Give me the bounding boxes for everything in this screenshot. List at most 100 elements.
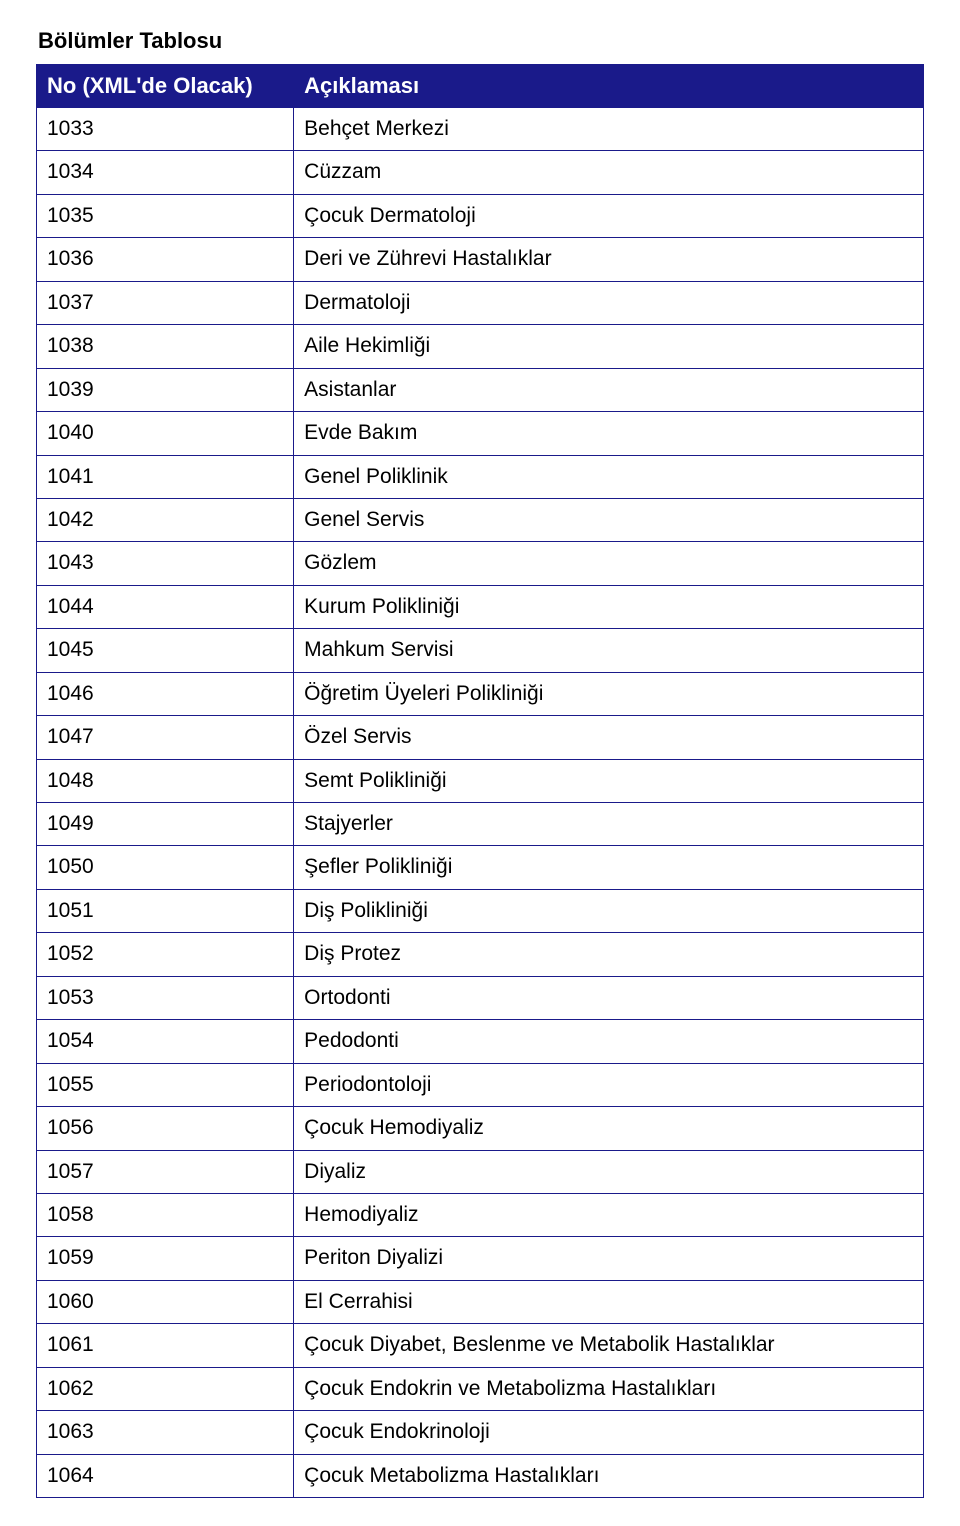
table-row: 1056Çocuk Hemodiyaliz — [37, 1107, 924, 1150]
table-body: 1033Behçet Merkezi1034Cüzzam1035Çocuk De… — [37, 108, 924, 1498]
cell-no: 1047 — [37, 716, 294, 759]
cell-desc: Çocuk Diyabet, Beslenme ve Metabolik Has… — [294, 1324, 924, 1367]
table-row: 1044Kurum Polikliniği — [37, 585, 924, 628]
cell-no: 1058 — [37, 1193, 294, 1236]
cell-desc: Şefler Polikliniği — [294, 846, 924, 889]
table-row: 1040Evde Bakım — [37, 412, 924, 455]
cell-desc: Stajyerler — [294, 803, 924, 846]
cell-desc: Periodontoloji — [294, 1063, 924, 1106]
cell-no: 1054 — [37, 1020, 294, 1063]
table-row: 1045Mahkum Servisi — [37, 629, 924, 672]
cell-no: 1042 — [37, 498, 294, 541]
table-row: 1043Gözlem — [37, 542, 924, 585]
cell-desc: Kurum Polikliniği — [294, 585, 924, 628]
cell-no: 1038 — [37, 325, 294, 368]
cell-no: 1041 — [37, 455, 294, 498]
table-row: 1039Asistanlar — [37, 368, 924, 411]
cell-no: 1033 — [37, 108, 294, 151]
cell-no: 1048 — [37, 759, 294, 802]
cell-no: 1049 — [37, 803, 294, 846]
cell-desc: Ortodonti — [294, 976, 924, 1019]
cell-no: 1060 — [37, 1280, 294, 1323]
table-row: 1042Genel Servis — [37, 498, 924, 541]
cell-desc: Çocuk Endokrin ve Metabolizma Hastalıkla… — [294, 1367, 924, 1410]
cell-no: 1051 — [37, 889, 294, 932]
table-row: 1060El Cerrahisi — [37, 1280, 924, 1323]
cell-no: 1059 — [37, 1237, 294, 1280]
table-row: 1035Çocuk Dermatoloji — [37, 194, 924, 237]
cell-no: 1057 — [37, 1150, 294, 1193]
cell-desc: Dermatoloji — [294, 281, 924, 324]
cell-no: 1039 — [37, 368, 294, 411]
cell-desc: Pedodonti — [294, 1020, 924, 1063]
cell-no: 1050 — [37, 846, 294, 889]
cell-desc: Deri ve Zührevi Hastalıklar — [294, 238, 924, 281]
table-header-no: No (XML'de Olacak) — [37, 65, 294, 108]
cell-desc: Çocuk Hemodiyaliz — [294, 1107, 924, 1150]
table-header-desc: Açıklaması — [294, 65, 924, 108]
table-row: 1038Aile Hekimliği — [37, 325, 924, 368]
cell-no: 1037 — [37, 281, 294, 324]
cell-no: 1061 — [37, 1324, 294, 1367]
cell-desc: Semt Polikliniği — [294, 759, 924, 802]
table-row: 1041Genel Poliklinik — [37, 455, 924, 498]
cell-desc: Diyaliz — [294, 1150, 924, 1193]
cell-desc: Genel Poliklinik — [294, 455, 924, 498]
cell-desc: Özel Servis — [294, 716, 924, 759]
page-title: Bölümler Tablosu — [38, 28, 924, 54]
cell-desc: Behçet Merkezi — [294, 108, 924, 151]
cell-no: 1063 — [37, 1411, 294, 1454]
cell-no: 1045 — [37, 629, 294, 672]
table-row: 1047Özel Servis — [37, 716, 924, 759]
table-row: 1049Stajyerler — [37, 803, 924, 846]
table-row: 1058Hemodiyaliz — [37, 1193, 924, 1236]
cell-desc: Hemodiyaliz — [294, 1193, 924, 1236]
cell-no: 1043 — [37, 542, 294, 585]
cell-no: 1036 — [37, 238, 294, 281]
cell-desc: Diş Polikliniği — [294, 889, 924, 932]
table-row: 1064Çocuk Metabolizma Hastalıkları — [37, 1454, 924, 1497]
cell-no: 1062 — [37, 1367, 294, 1410]
table-row: 1034Cüzzam — [37, 151, 924, 194]
table-row: 1055Periodontoloji — [37, 1063, 924, 1106]
table-row: 1037Dermatoloji — [37, 281, 924, 324]
table-row: 1062Çocuk Endokrin ve Metabolizma Hastal… — [37, 1367, 924, 1410]
table-row: 1051Diş Polikliniği — [37, 889, 924, 932]
cell-desc: Çocuk Dermatoloji — [294, 194, 924, 237]
cell-desc: Çocuk Endokrinoloji — [294, 1411, 924, 1454]
cell-no: 1055 — [37, 1063, 294, 1106]
cell-desc: Gözlem — [294, 542, 924, 585]
table-row: 1048Semt Polikliniği — [37, 759, 924, 802]
cell-desc: Mahkum Servisi — [294, 629, 924, 672]
cell-desc: Genel Servis — [294, 498, 924, 541]
cell-desc: Çocuk Metabolizma Hastalıkları — [294, 1454, 924, 1497]
table-row: 1061Çocuk Diyabet, Beslenme ve Metabolik… — [37, 1324, 924, 1367]
table-row: 1057Diyaliz — [37, 1150, 924, 1193]
table-row: 1059Periton Diyalizi — [37, 1237, 924, 1280]
table-row: 1033Behçet Merkezi — [37, 108, 924, 151]
cell-desc: Asistanlar — [294, 368, 924, 411]
cell-desc: Aile Hekimliği — [294, 325, 924, 368]
cell-desc: El Cerrahisi — [294, 1280, 924, 1323]
cell-desc: Periton Diyalizi — [294, 1237, 924, 1280]
cell-desc: Cüzzam — [294, 151, 924, 194]
cell-no: 1053 — [37, 976, 294, 1019]
table-row: 1052Diş Protez — [37, 933, 924, 976]
cell-no: 1064 — [37, 1454, 294, 1497]
table-header-row: No (XML'de Olacak) Açıklaması — [37, 65, 924, 108]
table-row: 1050Şefler Polikliniği — [37, 846, 924, 889]
cell-no: 1046 — [37, 672, 294, 715]
table-row: 1054Pedodonti — [37, 1020, 924, 1063]
cell-desc: Evde Bakım — [294, 412, 924, 455]
cell-no: 1052 — [37, 933, 294, 976]
cell-desc: Diş Protez — [294, 933, 924, 976]
table-row: 1036Deri ve Zührevi Hastalıklar — [37, 238, 924, 281]
cell-no: 1044 — [37, 585, 294, 628]
cell-no: 1056 — [37, 1107, 294, 1150]
cell-no: 1040 — [37, 412, 294, 455]
table-row: 1063Çocuk Endokrinoloji — [37, 1411, 924, 1454]
cell-no: 1034 — [37, 151, 294, 194]
cell-no: 1035 — [37, 194, 294, 237]
table-row: 1053Ortodonti — [37, 976, 924, 1019]
departments-table: No (XML'de Olacak) Açıklaması 1033Behçet… — [36, 64, 924, 1498]
